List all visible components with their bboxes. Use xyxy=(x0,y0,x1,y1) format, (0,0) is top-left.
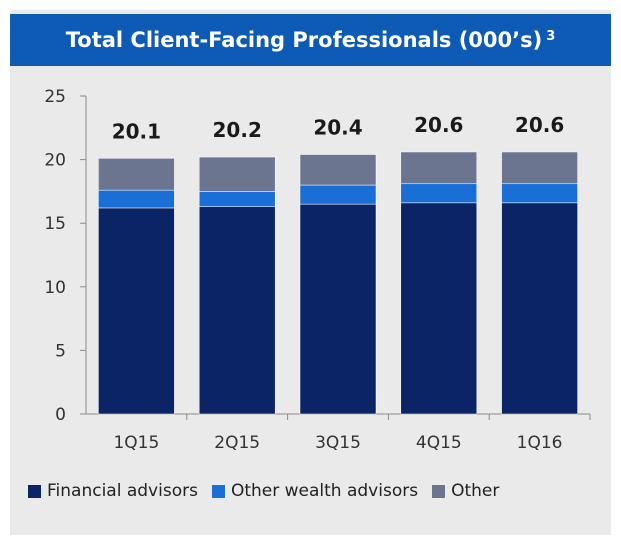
bar-segment-financial-advisors xyxy=(98,207,175,415)
x-tick-label: 1Q16 xyxy=(517,433,563,453)
legend-swatch xyxy=(28,484,41,498)
y-tick-label: 20 xyxy=(44,151,66,171)
bar-segment-other xyxy=(299,154,377,186)
bar-segment-other-wealth-advisors xyxy=(501,183,578,204)
x-tick-label: 2Q15 xyxy=(214,433,260,453)
legend-label: Other wealth advisors xyxy=(230,481,419,501)
x-tick-label: 1Q15 xyxy=(113,433,159,453)
legend-label: Other xyxy=(451,481,500,501)
bar-total-label: 20.2 xyxy=(213,118,262,142)
bar-segment-other xyxy=(400,151,478,185)
bar-segment-other-wealth-advisors xyxy=(198,191,276,207)
x-tick-label: 3Q15 xyxy=(315,433,361,453)
bar-segment-other-wealth-advisors xyxy=(400,183,478,204)
y-tick-label: 5 xyxy=(55,341,66,361)
bar-total-label: 20.6 xyxy=(515,113,564,137)
bar-segment-other xyxy=(501,151,578,185)
bar-segment-financial-advisors xyxy=(299,203,377,415)
bar-segment-financial-advisors xyxy=(501,202,578,415)
bar-segment-other-wealth-advisors xyxy=(98,189,175,209)
y-tick-label: 0 xyxy=(55,405,66,425)
legend-item: Other xyxy=(432,481,499,501)
y-tick-label: 15 xyxy=(44,214,66,234)
bar-total-label: 20.1 xyxy=(112,119,161,143)
legend-item: Financial advisors xyxy=(28,481,198,501)
chart-title-bar: Total Client-Facing Professionals (000’s… xyxy=(10,14,611,66)
legend-item: Other wealth advisors xyxy=(211,481,419,501)
legend-label: Financial advisors xyxy=(47,481,198,501)
bar-segment-financial-advisors xyxy=(198,206,276,415)
bar-segment-other xyxy=(198,156,276,192)
chart-legend: Financial advisors Other wealth advisors O… xyxy=(28,481,499,501)
bar-segment-other xyxy=(98,158,175,191)
bar-total-label: 20.6 xyxy=(414,113,463,137)
y-tick-label: 25 xyxy=(44,87,66,107)
title-footnote: 3 xyxy=(546,28,556,44)
bar-segment-financial-advisors xyxy=(400,202,478,415)
bar-segment-other-wealth-advisors xyxy=(299,184,377,205)
chart-title: Total Client-Facing Professionals (000’s… xyxy=(65,28,543,52)
bar-total-label: 20.4 xyxy=(313,116,362,140)
y-tick-label: 10 xyxy=(44,278,66,298)
x-tick-label: 4Q15 xyxy=(416,433,462,453)
legend-swatch xyxy=(211,484,225,498)
legend-swatch xyxy=(432,484,446,498)
